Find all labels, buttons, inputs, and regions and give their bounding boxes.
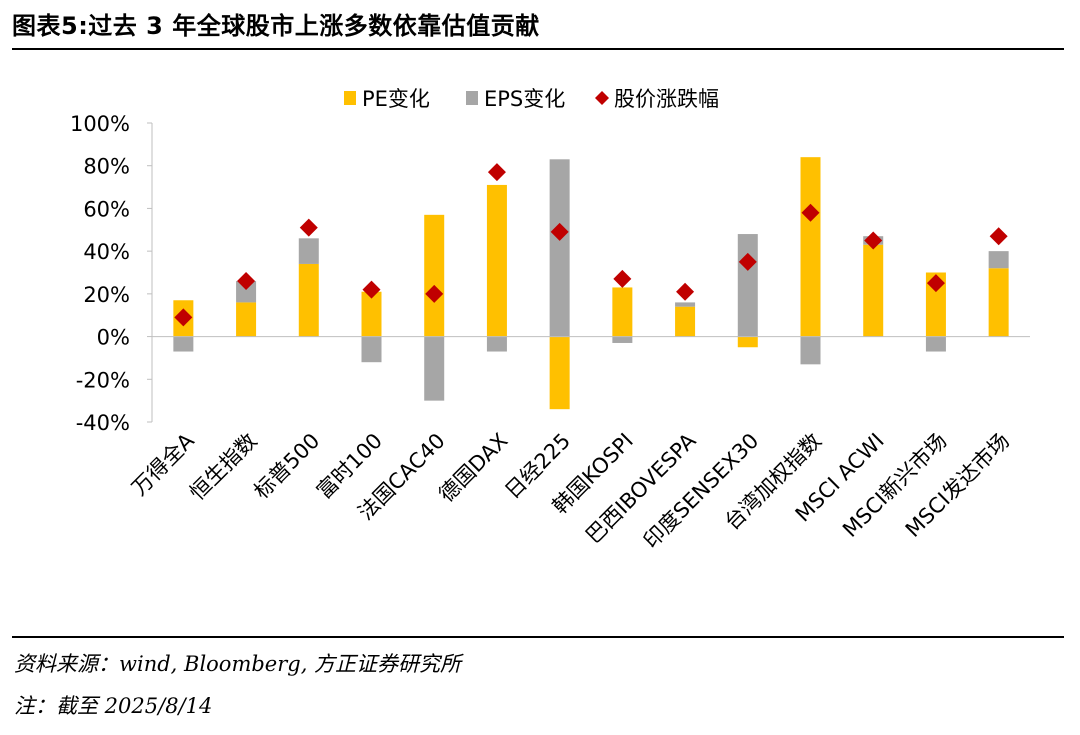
pe-bar (737, 336, 758, 348)
pe-bar (863, 244, 884, 337)
price-marker (299, 218, 318, 237)
x-tick-label: 德国DAX (434, 429, 512, 507)
eps-bar (925, 336, 946, 352)
pe-bar (298, 263, 319, 337)
eps-bar (298, 238, 319, 264)
legend-label: EPS变化 (484, 87, 565, 111)
y-tick-label: 100% (70, 112, 130, 136)
bars (173, 157, 1009, 410)
price-marker (613, 269, 632, 288)
pe-bar (988, 268, 1009, 337)
price-marker (738, 252, 757, 271)
pe-bar (424, 214, 445, 337)
price-marker (487, 163, 506, 182)
pe-bar (549, 336, 570, 410)
eps-bar (988, 251, 1009, 269)
price-marker (237, 272, 256, 291)
footer-rule (12, 636, 1064, 638)
eps-bar (424, 336, 445, 401)
pe-bar (236, 302, 257, 337)
y-axis: 100% 80% 60% 40% 20% 0% -20% -40% (70, 112, 153, 435)
price-marker (864, 231, 883, 250)
legend-label: 股价涨跌幅 (614, 87, 719, 111)
price-marker (425, 284, 444, 303)
eps-bar (737, 234, 758, 337)
y-tick-label: 40% (83, 240, 130, 264)
pe-bar (925, 272, 946, 337)
price-marker (362, 280, 381, 299)
x-tick-label: 印度SENSEX30 (639, 429, 763, 553)
eps-bar (612, 336, 633, 343)
y-tick-label: 0% (97, 326, 130, 350)
price-marker (676, 282, 695, 301)
pe-bar (361, 291, 382, 337)
price-markers (174, 163, 1008, 327)
x-tick-label: 标普500 (249, 429, 324, 504)
x-tick-label: 恒生指数 (185, 429, 261, 505)
eps-bar (361, 336, 382, 363)
source-note: 资料来源：wind, Bloomberg, 方正证券研究所 (14, 652, 462, 676)
x-axis: 万得全A恒生指数标普500富时100法国CAC40德国DAX日经225韩国KOS… (127, 336, 1030, 553)
pe-bar (800, 157, 821, 337)
chart-title: 图表5:过去 3 年全球股市上涨多数依靠估值贡献 (12, 12, 540, 40)
y-tick-label: 20% (83, 283, 130, 307)
legend-swatch (344, 91, 356, 105)
eps-bar (236, 281, 257, 303)
eps-bar (800, 336, 821, 365)
date-note: 注：截至 2025/8/14 (14, 694, 213, 718)
y-tick-label: 80% (83, 155, 130, 179)
price-marker (989, 227, 1008, 246)
eps-bar (675, 302, 696, 307)
x-tick-label: 巴西IBOVESPA (581, 428, 701, 548)
price-marker (550, 222, 569, 241)
price-marker (174, 308, 193, 327)
y-tick-label: -20% (76, 368, 130, 392)
pe-bar (486, 184, 507, 337)
legend-swatch (595, 91, 609, 105)
pe-bar (612, 287, 633, 337)
legend-swatch (466, 91, 478, 105)
eps-bar (173, 336, 194, 352)
pe-bar (675, 306, 696, 337)
legend: PE变化 EPS变化 股价涨跌幅 (344, 87, 719, 111)
price-marker (801, 203, 820, 222)
y-tick-label: -40% (76, 411, 130, 435)
y-tick-label: 60% (83, 197, 130, 221)
price-marker (926, 274, 945, 293)
eps-bar (549, 159, 570, 337)
legend-label: PE变化 (362, 87, 430, 111)
title-rule (12, 48, 1064, 50)
eps-bar (486, 336, 507, 352)
